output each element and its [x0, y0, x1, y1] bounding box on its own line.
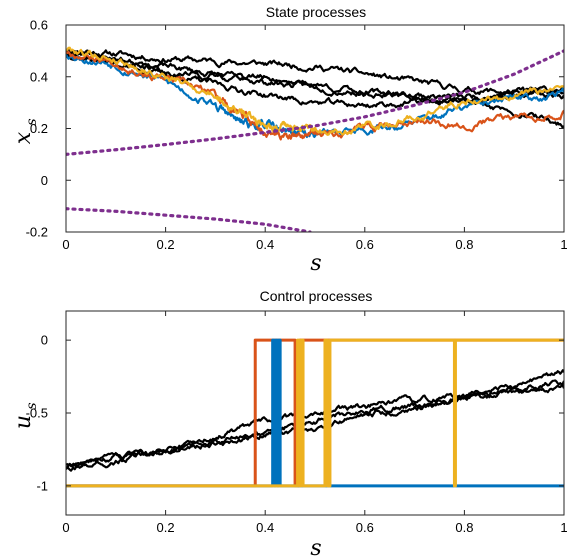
y-tick-label-top-4: 0.6: [30, 18, 48, 33]
series-line-top-7: [66, 49, 564, 156]
y-axis-label-top: x s: [11, 118, 40, 144]
x-tick-label-top-1: 0.2: [157, 237, 175, 252]
x-tick-label-top-2: 0.4: [256, 237, 274, 252]
x-tick-label-top-0: 0: [62, 237, 69, 252]
chart-title-bottom: Control processes: [260, 288, 373, 304]
series-line-bottom-2: [66, 379, 564, 470]
x-tick-label-bottom-4: 0.8: [455, 520, 473, 535]
y-tick-label-top-3: 0.4: [30, 69, 48, 84]
series-group-top: [66, 46, 564, 232]
chart-title-top: State processes: [266, 4, 366, 20]
ticks-group-top: 0 0.2 0.4 0.6 0.8 1 -0.2 0 0.2 0.4 0.6: [26, 18, 567, 253]
y-axis-label-bottom-main: u: [11, 415, 36, 429]
y-tick-label-bottom-0: -1: [36, 478, 48, 493]
x-tick-label-top-3: 0.6: [356, 237, 374, 252]
y-tick-label-top-0: -0.2: [26, 225, 48, 240]
state-processes-chart: State processes 0 0.2 0.4 0.6 0.8 1 -0.2 0 0.2 0.…: [11, 4, 567, 276]
x-axis-label-top: s: [310, 251, 321, 276]
y-axis-label-top-main: x: [11, 131, 36, 144]
ticks-group-bottom: 0 0.2 0.4 0.6 0.8 1 -1 -0.5 0: [26, 311, 567, 535]
x-tick-label-bottom-2: 0.4: [256, 520, 274, 535]
y-tick-label-top-2: 0.2: [30, 121, 48, 136]
y-axis-label-bottom-sub: s: [24, 402, 40, 409]
series-group-bottom: [66, 338, 564, 488]
x-tick-label-bottom-5: 1: [560, 520, 567, 535]
series-line-top-8: [66, 207, 312, 232]
y-axis-label-top-sub: s: [24, 118, 40, 125]
y-tick-label-bottom-1: -0.5: [26, 406, 48, 421]
y-tick-label-bottom-2: 0: [41, 333, 48, 348]
y-axis-label-bottom: u s: [11, 402, 40, 429]
control-processes-chart: Control processes 0 0.2 0.4 0.6 0.8 1 -1 -0.50 …: [11, 288, 567, 560]
x-tick-label-bottom-1: 0.2: [157, 520, 175, 535]
x-tick-label-bottom-3: 0.6: [356, 520, 374, 535]
series-line-top-6: [66, 46, 564, 136]
x-axis-label-bottom: s: [310, 536, 321, 560]
series-line-bottom-5: [66, 338, 564, 488]
x-tick-label-bottom-0: 0: [62, 520, 69, 535]
series-line-top-0: [66, 49, 564, 96]
x-tick-label-top-5: 1: [560, 237, 567, 252]
series-line-bottom-4: [66, 338, 564, 488]
x-tick-label-top-4: 0.8: [455, 237, 473, 252]
y-tick-label-top-1: 0: [41, 173, 48, 188]
